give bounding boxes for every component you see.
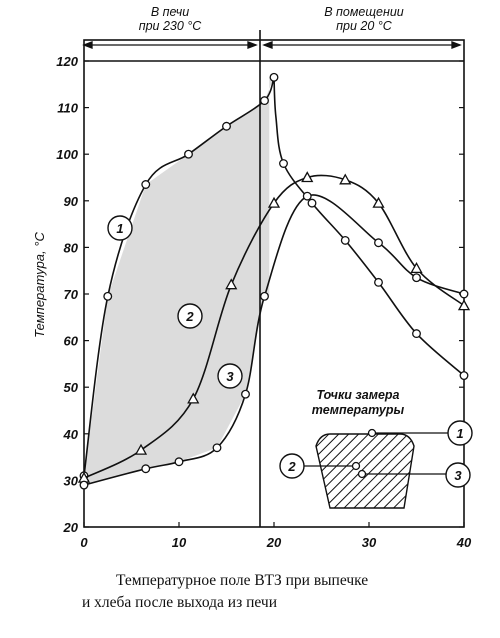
svg-text:3: 3 [226,369,234,384]
y-tick-label: 50 [64,380,79,395]
series-1-point [222,121,231,131]
series-2-line [83,174,465,479]
figure-caption: Температурное поле ВТЗ при выпечке и хле… [82,570,482,614]
series-1-point [279,159,288,168]
measure-point-3 [357,469,367,479]
y-axis-label: Температура, °C [32,232,47,338]
measure-point-2 [351,461,361,471]
series-3-point [260,291,269,301]
series-1-label: 1 [107,215,133,241]
series-1-point [269,72,279,82]
zone-right-line2: при 20 °C [336,19,393,33]
series-3-point [302,191,312,201]
series-2-point [187,392,200,404]
svg-text:2: 2 [287,459,296,474]
series-2-label: 2 [177,303,203,329]
series-3-point [174,457,184,467]
series-3-line [83,194,465,486]
y-tick-label: 90 [64,194,79,209]
x-tick-label: 0 [80,535,88,550]
y-tick-label: 60 [64,334,79,349]
series-2-point [225,278,238,290]
zone-left-line2: при 230 °C [139,19,203,33]
y-tick-label: 80 [64,240,79,255]
series-3-point [79,480,89,490]
series-1-point [307,198,317,208]
loaf-cross-section [315,433,415,509]
y-tick-label: 110 [57,101,78,116]
series-1-point [459,371,469,380]
series-1-point [340,235,350,245]
y-tick-label: 20 [63,520,79,535]
series-callouts: 1 2 3 [107,215,243,389]
zone-left-line1: В печи [151,5,189,19]
caption-line-2: и хлеба после выхода из печи [82,594,277,611]
series-1-point [412,329,421,339]
series-1-point [184,149,193,159]
y-tick-label: 40 [63,427,79,442]
y-tick-label: 100 [56,147,78,162]
series-2-point [134,443,148,455]
series-3-label: 3 [217,363,243,389]
series-3-point [374,238,383,248]
inset-marker-3: 3 [445,462,471,488]
inset-diagram: Точки замера температуры 1 2 3 [279,388,473,509]
series-3-point [212,443,222,453]
zone-right-line1: В помещении [324,5,404,19]
x-tick-label: 40 [456,535,472,550]
series-2-point [267,196,281,208]
svg-text:1: 1 [456,426,463,441]
y-tick-label: 120 [56,54,78,69]
svg-text:3: 3 [454,468,462,483]
temperature-chart: В печи при 230 °C В помещении при 20 °C … [32,5,473,550]
inset-title-line1: Точки замера [316,388,399,402]
shaded-region [84,77,274,486]
inset-title-line2: температуры [312,403,405,417]
series-2-point [410,262,423,274]
x-tick-label: 30 [362,535,377,550]
series-layer [77,72,471,490]
series-2-point [372,196,385,208]
series-2-point [301,171,314,183]
y-tick-label: 30 [64,473,79,488]
series-1-point [374,277,383,287]
zone-arrows [82,41,462,49]
series-1-point [260,96,269,106]
series-3-point [241,389,250,399]
x-tick-label: 20 [266,535,282,550]
series-1-point [103,291,113,301]
y-tick-label: 70 [64,287,79,302]
series-3-point [141,464,151,474]
caption-line-1: Температурное поле ВТЗ при выпечке [116,572,369,589]
inset-marker-1: 1 [447,420,473,446]
series-2-point [339,173,352,185]
measure-point-1 [367,428,377,438]
series-3-point [412,273,421,283]
svg-text:1: 1 [116,221,123,236]
inset-marker-2: 2 [279,453,305,479]
axis-ticks: 20 30 40 50 60 70 80 90 100 110 120 0 10 20 30 40 [56,54,472,550]
series-2-point [457,299,471,311]
svg-text:2: 2 [185,309,194,324]
series-1-point [141,180,151,189]
series-3-point [459,289,469,299]
x-tick-label: 10 [172,535,187,550]
